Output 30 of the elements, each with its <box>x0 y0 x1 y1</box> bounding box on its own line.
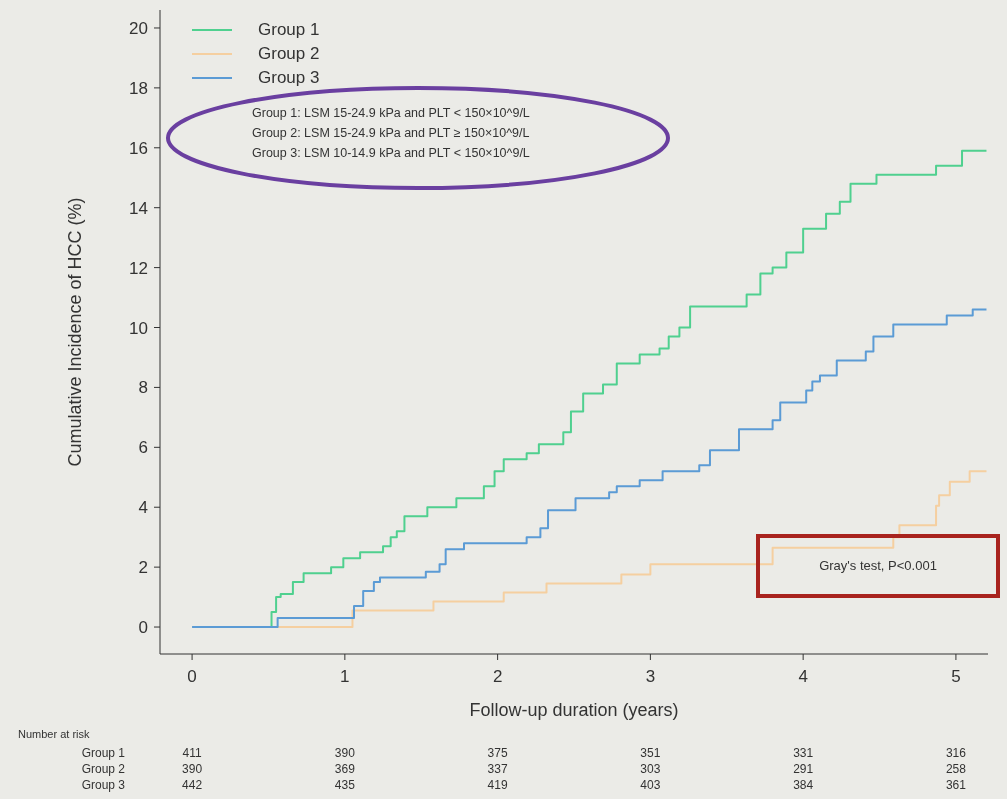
y-tick-label: 14 <box>129 198 148 218</box>
annotation: Gray's test, P<0.001 <box>818 558 938 573</box>
x-tick-label: 0 <box>187 667 197 687</box>
y-tick-label: 8 <box>138 378 148 398</box>
text: Group 3 442 435 419 403 384 361 <box>81 778 966 792</box>
y-tick-label: 10 <box>129 318 148 338</box>
y-tick-label: 4 <box>138 498 148 518</box>
y-tick-label: 0 <box>138 618 148 638</box>
y-tick-label: 6 <box>138 438 148 458</box>
y-tick-label: 18 <box>129 78 148 98</box>
text: Number at risk <box>18 728 90 740</box>
annotation: Group 3: LSM 10-14.9 kPa and PLT < 150×10^9/L <box>252 146 530 160</box>
annotation: Group 2: LSM 15-24.9 kPa and PLT ≥ 150×10^9/L <box>252 126 530 140</box>
x-tick-label: 4 <box>798 667 808 687</box>
x-tick-label: 5 <box>951 667 961 687</box>
y-axis-title: Cumulative Incidence of HCC (%) <box>65 197 86 467</box>
text: Group 1 411 390 375 351 331 316 <box>81 746 966 760</box>
x-axis-title: Follow-up duration (years) <box>469 700 679 720</box>
y-tick-label: 16 <box>129 138 148 158</box>
annotation: Group 1: LSM 15-24.9 kPa and PLT < 150×10^9/L <box>252 106 530 120</box>
y-tick-label: 20 <box>129 19 148 39</box>
x-tick-label: 3 <box>645 667 656 687</box>
legend-label: Group 3 <box>258 68 320 88</box>
text: Group 2 390 369 337 303 291 258 <box>81 762 966 776</box>
y-tick-label: 2 <box>138 558 148 578</box>
y-tick-label: 12 <box>129 258 148 278</box>
x-tick-label: 2 <box>492 667 503 687</box>
legend-label: Group 1 <box>258 20 320 40</box>
legend-label: Group 2 <box>258 44 320 64</box>
x-tick-label: 1 <box>340 667 350 687</box>
